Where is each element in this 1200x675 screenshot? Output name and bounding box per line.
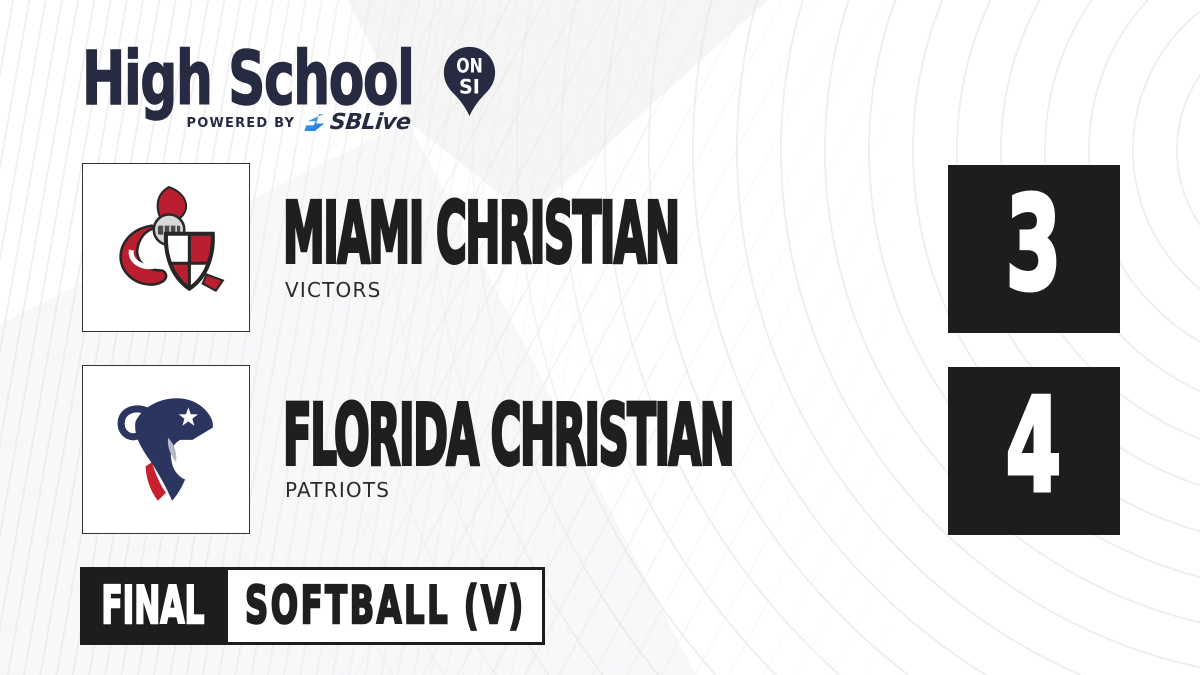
game-status-badge: FINAL [80, 567, 225, 645]
brand-title: High School [81, 36, 415, 122]
team-mascot: VICTORS [285, 278, 382, 302]
powered-by-row: POWERED BY SBLive [186, 108, 411, 138]
svg-text:SI: SI [459, 75, 480, 98]
team-logo-box [82, 365, 250, 534]
powered-by-label: POWERED BY [186, 115, 296, 131]
team-score: 4 [1005, 372, 1063, 521]
sblive-logo: SBLive [302, 110, 412, 135]
svg-text:ON: ON [456, 54, 483, 77]
knight-shield-icon [119, 185, 225, 292]
team-logo-box [82, 163, 250, 332]
sport-level-badge: SOFTBALL (V) [225, 567, 545, 645]
score-box: 3 [948, 165, 1120, 333]
patriot-head-icon [117, 397, 213, 501]
team-name: MIAMI CHRISTIAN [282, 184, 681, 282]
score-box: 4 [948, 367, 1120, 535]
sblive-wordmark: SBLive [328, 110, 412, 135]
team-score: 3 [1005, 170, 1063, 319]
on-si-pin-icon: ON SI [443, 46, 496, 117]
team-mascot: PATRIOTS [285, 478, 391, 502]
team-name: FLORIDA CHRISTIAN [282, 386, 736, 484]
game-status-label: FINAL [100, 576, 205, 636]
sport-level-label: SOFTBALL (V) [244, 576, 526, 636]
sblive-bolt-icon [304, 114, 325, 131]
